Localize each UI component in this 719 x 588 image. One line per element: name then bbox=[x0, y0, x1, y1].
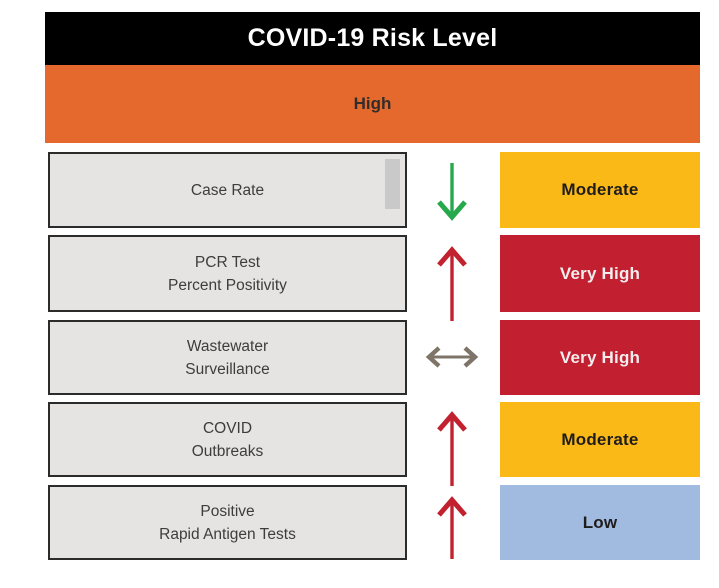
indicator-box-pcr-positivity: PCR Test Percent Positivity bbox=[48, 235, 407, 312]
indicator-box-case-rate: Case Rate bbox=[48, 152, 407, 228]
indicator-label: Percent Positivity bbox=[168, 276, 287, 294]
status-label: Very High bbox=[559, 347, 641, 367]
indicator-label: Surveillance bbox=[185, 360, 270, 378]
status-box-case-rate: Moderate bbox=[500, 152, 700, 228]
arrow-down-icon bbox=[437, 163, 467, 221]
status-box-wastewater: Very High bbox=[500, 320, 700, 395]
overall-risk-bar: High bbox=[45, 65, 700, 143]
indicator-label: Rapid Antigen Tests bbox=[159, 525, 296, 543]
trend-cell-case-rate bbox=[418, 152, 486, 228]
status-label: Moderate bbox=[561, 429, 639, 449]
status-box-rapid-antigen: Low bbox=[500, 485, 700, 560]
indicator-label: Case Rate bbox=[190, 181, 265, 199]
indicator-label: PCR Test bbox=[194, 253, 261, 271]
trend-cell-outbreaks bbox=[418, 402, 486, 486]
arrow-up-icon bbox=[437, 246, 467, 321]
indicator-label: COVID bbox=[202, 419, 253, 437]
scrollbar-thumb[interactable] bbox=[385, 159, 400, 209]
indicator-label: Outbreaks bbox=[191, 442, 264, 460]
status-box-outbreaks: Moderate bbox=[500, 402, 700, 477]
status-label: Low bbox=[582, 512, 618, 532]
trend-cell-rapid-antigen bbox=[418, 485, 486, 560]
status-box-pcr-positivity: Very High bbox=[500, 235, 700, 312]
trend-cell-wastewater bbox=[418, 320, 486, 395]
arrow-left-right-icon bbox=[425, 346, 479, 368]
indicator-box-rapid-antigen: Positive Rapid Antigen Tests bbox=[48, 485, 407, 560]
trend-cell-pcr-positivity bbox=[418, 235, 486, 321]
page-title: COVID-19 Risk Level bbox=[247, 24, 498, 52]
arrow-up-icon bbox=[437, 496, 467, 559]
status-label: Moderate bbox=[561, 180, 639, 199]
status-label: Very High bbox=[559, 263, 641, 283]
arrow-up-icon bbox=[437, 411, 467, 486]
indicator-label: Positive bbox=[200, 502, 255, 520]
indicator-label: Wastewater bbox=[186, 337, 269, 355]
indicator-box-outbreaks: COVID Outbreaks bbox=[48, 402, 407, 477]
overall-risk-label: High bbox=[353, 94, 392, 113]
dashboard-header: COVID-19 Risk Level bbox=[45, 12, 700, 65]
indicator-box-wastewater: Wastewater Surveillance bbox=[48, 320, 407, 395]
